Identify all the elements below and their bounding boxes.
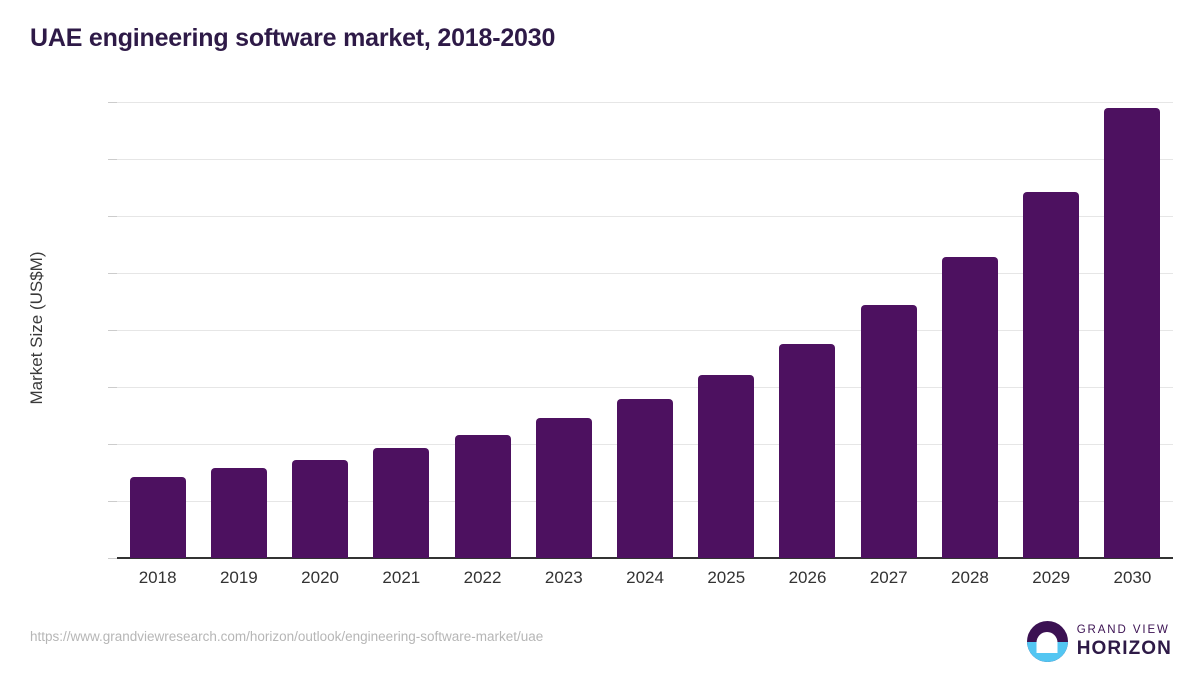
y-axis-title: Market Size (US$M) [27,251,46,405]
bar-slot [848,102,929,558]
y-axis-tick-mark [108,102,117,103]
logo-ray-2 [1041,650,1054,653]
x-axis-tick-label: 2026 [788,568,827,587]
x-axis-tick-label: 2028 [951,568,989,587]
gridline [117,387,1173,388]
x-axis-tick-label: 2021 [382,568,421,587]
y-axis-tick-mark [108,273,117,274]
bar-2022[interactable] [454,435,511,558]
bar-slot [361,102,442,558]
bar-slot [604,102,685,558]
bar-2024[interactable] [617,398,674,558]
bar-slot [442,102,523,558]
bar-slot [198,102,279,558]
bar-2026[interactable] [779,343,836,558]
bar-slot [767,102,848,558]
gridline [117,102,1173,103]
x-axis-tick-label: 2029 [1032,568,1071,587]
y-axis-tick-mark [108,216,117,217]
bar-2021[interactable] [373,448,430,558]
horizon-sun-circle-icon [1026,621,1068,662]
bar-series [117,102,1173,558]
logo-bottom-text: HORIZON [1076,638,1172,660]
x-axis-tick-label: 2018 [138,568,177,587]
x-axis-tick-label: 2030 [1113,568,1152,587]
gridline [117,273,1173,274]
grand-view-horizon-logo[interactable]: GRAND VIEW HORIZON [1026,621,1172,662]
y-axis-tick-mark [108,330,117,331]
x-axis-tick-label: 2023 [544,568,583,587]
page-title: UAE engineering software market, 2018-20… [30,24,556,52]
gridline [117,330,1173,331]
bar-2019[interactable] [210,468,267,558]
y-axis-tick-mark [108,558,117,559]
bar-2027[interactable] [860,304,917,558]
x-axis-tick-label: 2027 [869,568,908,587]
bar-slot [686,102,767,558]
logo-top-text: GRAND VIEW [1076,623,1170,636]
y-axis-tick-mark [108,387,117,388]
bar-2020[interactable] [292,459,349,558]
bar-slot [929,102,1010,558]
x-axis-tick-label: 2020 [301,568,339,587]
x-axis-tick-label: 2019 [219,568,258,587]
bar-2023[interactable] [535,418,592,558]
bar-slot [117,102,198,558]
bar-slot [523,102,604,558]
bar-2025[interactable] [698,374,755,558]
gridline [117,216,1173,217]
bar-2030[interactable] [1104,108,1161,558]
x-axis-line [117,557,1173,559]
bar-2029[interactable] [1023,192,1080,558]
x-axis-tick-label: 2025 [707,568,746,587]
logo-wordmark: GRAND VIEW HORIZON [1076,623,1172,660]
gridline [117,159,1173,160]
y-axis-tick-mark [108,444,117,445]
y-axis-tick-mark [108,159,117,160]
y-axis-tick-mark [108,501,117,502]
bar-slot [1011,102,1092,558]
logo-ray-1 [1037,646,1057,649]
bar-2028[interactable] [941,256,998,558]
x-axis-tick-label: 2022 [463,568,502,587]
bar-slot [1092,102,1173,558]
x-axis-tick-label: 2024 [626,568,664,587]
x-axis-tick-labels: 2018 2019 2020 2021 2022 2023 2024 2025 2026 2027… [117,568,1173,588]
bar-2018[interactable] [129,477,186,558]
bar-slot [279,102,360,558]
source-url[interactable]: https://www.grandviewresearch.com/horizo… [30,629,544,644]
